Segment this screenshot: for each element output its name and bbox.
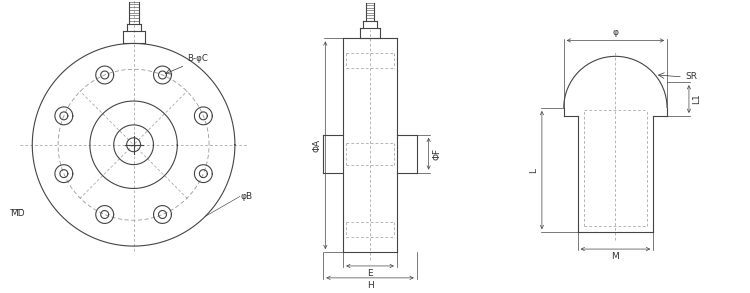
Text: φB: φB	[241, 192, 253, 201]
Text: ΦF: ΦF	[433, 148, 442, 160]
Text: ΦA: ΦA	[312, 139, 321, 152]
Text: L: L	[529, 168, 538, 173]
Text: B-φC: B-φC	[188, 54, 208, 63]
Text: SR: SR	[685, 72, 697, 81]
Text: MD: MD	[10, 209, 25, 218]
Text: H: H	[367, 281, 374, 290]
Text: M: M	[611, 252, 620, 261]
Text: L1: L1	[692, 94, 701, 104]
Text: E: E	[368, 269, 373, 278]
Text: φ: φ	[613, 28, 619, 38]
